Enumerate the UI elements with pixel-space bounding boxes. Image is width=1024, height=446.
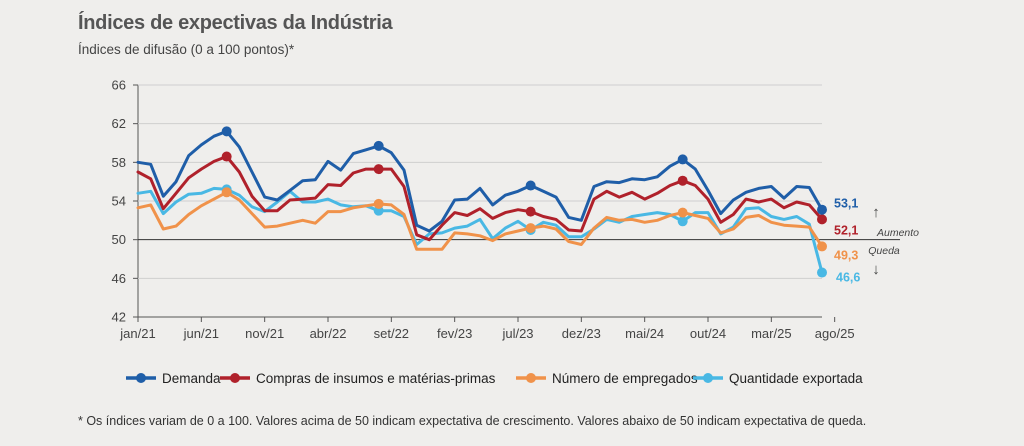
x-tick-label: jun/21 — [183, 326, 219, 341]
legend-marker — [703, 373, 713, 383]
legend-marker — [136, 373, 146, 383]
data-point-marker — [817, 204, 827, 215]
series-line — [136, 190, 824, 251]
x-tick-label: abr/22 — [310, 326, 347, 341]
x-axis-ticks: jan/21 jun/21 nov/21 abr/22 set/22 fev/23 jul/… — [119, 317, 855, 341]
data-point-marker — [677, 175, 688, 186]
y-tick-label: 62 — [112, 116, 126, 131]
x-tick-label: set/22 — [374, 326, 409, 341]
x-tick-label: mai/24 — [625, 326, 664, 341]
y-tick-label: 54 — [112, 194, 126, 209]
x-tick-label: mar/25 — [751, 326, 791, 341]
end-value-label: 53,1 — [834, 197, 858, 211]
data-point-marker — [677, 216, 688, 227]
chart-subtitle: Índices de difusão (0 a 100 pontos)* — [78, 42, 295, 57]
legend-label: Quantidade exportada — [729, 371, 863, 386]
legend-label: Demanda — [162, 371, 221, 386]
legend-marker — [230, 373, 240, 383]
data-point-marker — [817, 267, 827, 278]
series-lines — [136, 126, 827, 278]
annotation-down: Queda — [868, 245, 900, 257]
x-tick-label: ago/25 — [815, 326, 855, 341]
data-point-marker — [525, 223, 536, 234]
data-point-marker — [817, 214, 827, 225]
end-value-label: 46,6 — [836, 271, 860, 285]
series-line — [136, 186, 824, 274]
y-tick-label: 42 — [112, 310, 126, 325]
data-point-marker — [373, 140, 384, 151]
data-point-marker — [525, 180, 536, 191]
gridlines — [137, 84, 900, 318]
annotation-up: Aumento — [876, 227, 919, 239]
y-axis-ticks: 42 46 50 54 58 62 66 — [112, 78, 138, 325]
legend-label: Compras de insumos e matérias-primas — [256, 371, 496, 386]
y-tick-label: 58 — [112, 155, 126, 170]
x-tick-label: dez/23 — [562, 326, 601, 341]
legend-marker — [526, 373, 536, 383]
legend: Demanda Compras de insumos e matérias-pri… — [126, 371, 863, 386]
series-line — [136, 129, 824, 233]
trend-annotation: ↑ Aumento Queda ↓ — [868, 204, 919, 278]
up-arrow-icon: ↑ — [872, 204, 880, 221]
x-tick-label: nov/21 — [245, 326, 284, 341]
data-point-marker — [677, 154, 688, 165]
data-point-marker — [373, 164, 384, 175]
data-point-marker — [221, 187, 232, 198]
end-value-label: 49,3 — [834, 248, 858, 262]
down-arrow-icon: ↓ — [872, 261, 880, 278]
legend-label: Número de empregados — [552, 371, 698, 386]
x-tick-label: out/24 — [690, 326, 726, 341]
data-point-marker — [221, 151, 232, 162]
y-tick-label: 66 — [112, 78, 126, 93]
x-tick-label: fev/23 — [437, 326, 472, 341]
data-point-marker — [817, 241, 827, 252]
end-value-label: 52,1 — [834, 223, 858, 237]
chart-title: Índices de expectivas da Indústria — [78, 12, 393, 34]
y-tick-label: 50 — [112, 232, 126, 247]
series-line — [136, 155, 824, 242]
data-point-marker — [373, 198, 384, 209]
x-tick-label: jul/23 — [501, 326, 533, 341]
data-point-marker — [221, 126, 232, 137]
end-labels: 46,6 49,3 52,1 53,1 — [834, 197, 860, 285]
y-tick-label: 46 — [112, 271, 126, 286]
data-point-marker — [525, 206, 536, 217]
x-tick-label: jan/21 — [119, 326, 155, 341]
footnote: * Os índices variam de 0 a 100. Valores … — [78, 414, 867, 428]
data-point-marker — [677, 207, 688, 218]
